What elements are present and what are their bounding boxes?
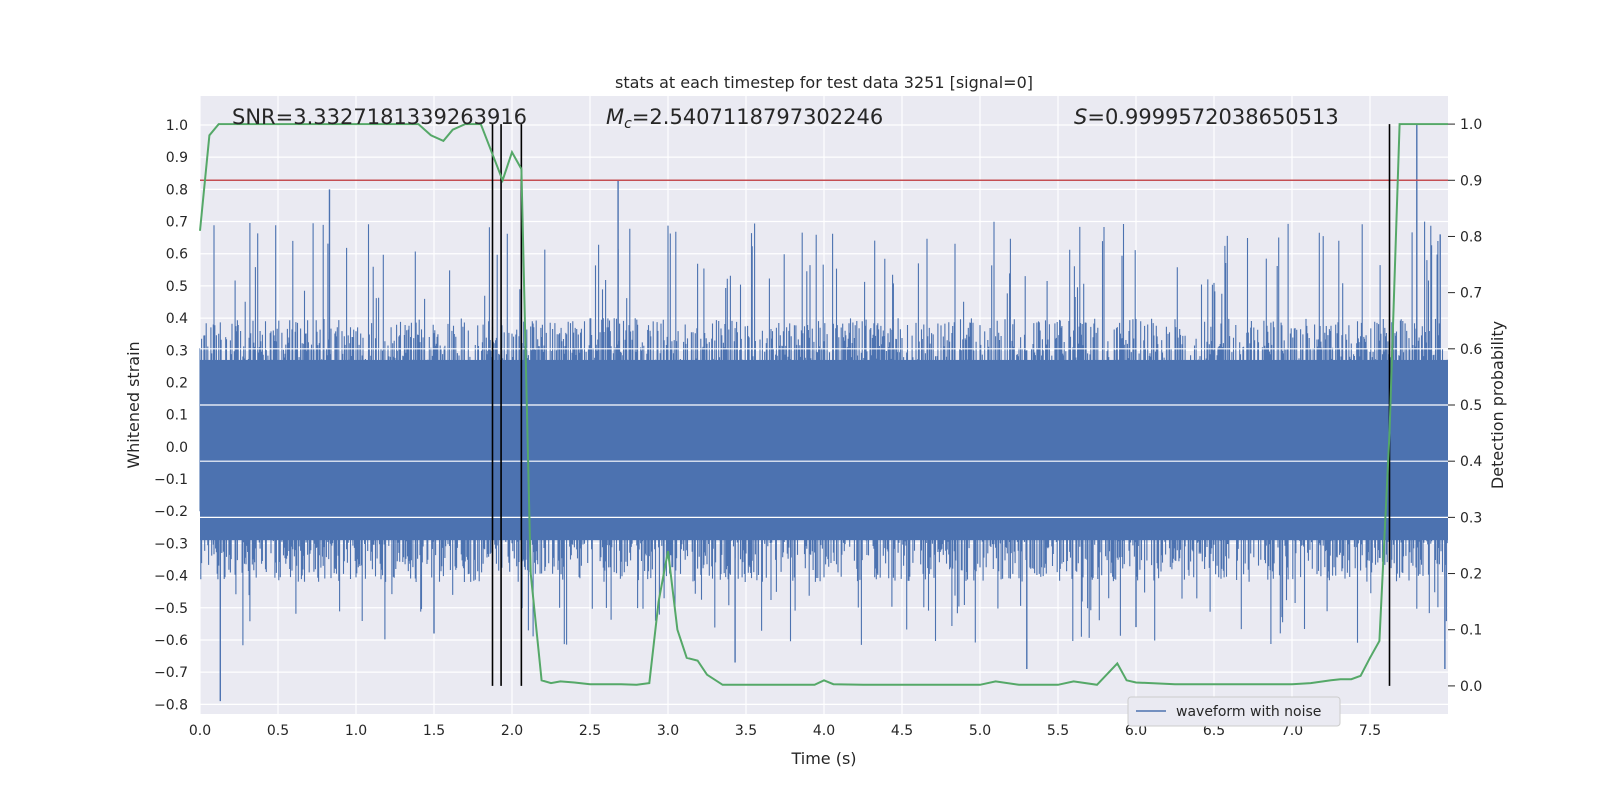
probability-line <box>199 123 1448 686</box>
x-tick-label: 5.5 <box>1047 723 1069 739</box>
s-symbol: S <box>1074 105 1087 129</box>
y-right-tick-label: 0.5 <box>1460 398 1482 414</box>
legend: waveform with noise <box>1127 696 1341 727</box>
y-tick-label: 0.1 <box>166 408 188 424</box>
y-tick-label: −0.4 <box>154 569 188 585</box>
y-tick-label: 0.8 <box>166 182 188 198</box>
overlay <box>200 124 1448 686</box>
x-tick-label: 5.0 <box>969 723 991 739</box>
y-axis-label-right: Detection probability <box>1488 321 1507 489</box>
x-tick-label: 2.0 <box>501 723 523 739</box>
x-tick-label: 3.5 <box>735 723 757 739</box>
y-right-tick-label: 0.9 <box>1460 173 1482 189</box>
y-right-tick-label: 0.4 <box>1460 454 1482 470</box>
s-annotation: S=0.9999572038650513 <box>1074 105 1339 129</box>
y-tick-label: 0.0 <box>166 440 188 456</box>
y-tick-label: −0.7 <box>154 665 188 681</box>
y-tick-label: 0.7 <box>166 215 188 231</box>
x-tick-label: 6.5 <box>1203 723 1225 739</box>
y-right-tick-label: 0.6 <box>1460 342 1482 358</box>
legend-box <box>1127 696 1341 727</box>
y-tick-label: 0.4 <box>166 311 188 327</box>
y-tick-label: −0.5 <box>154 601 188 617</box>
legend-label: waveform with noise <box>1176 704 1321 720</box>
x-tick-label: 4.5 <box>891 723 913 739</box>
y-tick-label: 0.3 <box>166 343 188 359</box>
y-tick-label: −0.3 <box>154 536 188 552</box>
y-right-tick-label: 0.8 <box>1460 229 1482 245</box>
y-right-tick-label: 0.7 <box>1460 286 1482 302</box>
y-right-tick-label: 0.2 <box>1460 567 1482 583</box>
x-tick-label: 1.5 <box>423 723 445 739</box>
s-value: =0.9999572038650513 <box>1087 105 1338 129</box>
mc-subscript: c <box>624 116 632 132</box>
y-tick-label: −0.8 <box>154 697 188 713</box>
y-tick-label: −0.1 <box>154 472 188 488</box>
y-tick-label: −0.2 <box>154 504 188 520</box>
y-tick-label: −0.6 <box>154 633 188 649</box>
waveform-band <box>200 359 1448 541</box>
snr-annotation: SNR=3.3327181339263916 <box>232 105 527 129</box>
x-tick-label: 0.5 <box>267 723 289 739</box>
x-axis-label: Time (s) <box>790 749 856 768</box>
y-tick-label: 0.6 <box>166 247 188 263</box>
probability-series <box>199 123 1448 686</box>
y-tick-label: 0.5 <box>166 279 188 295</box>
x-tick-label: 2.5 <box>579 723 601 739</box>
x-tick-label: 0.0 <box>189 723 211 739</box>
y-right-tick-label: 0.1 <box>1460 623 1482 639</box>
x-tick-label: 6.0 <box>1125 723 1147 739</box>
y-ticks-right: 1.0 0.9 0.8 0.7 0.6 0.5 0.4 0.3 0.2 0.1 0.0 <box>1448 117 1482 695</box>
y-tick-label: 0.9 <box>166 150 188 166</box>
x-tick-label: 7.0 <box>1281 723 1303 739</box>
x-tick-label: 1.0 <box>345 723 367 739</box>
y-tick-label: 1.0 <box>166 118 188 134</box>
x-ticks: 0.0 0.5 1.0 1.5 2.0 2.5 3.0 3.5 4.0 4.5 5.0 5.5 6.0 6… <box>189 723 1381 739</box>
waveform-series <box>199 124 1448 702</box>
x-tick-label: 4.0 <box>813 723 835 739</box>
x-tick-label: 3.0 <box>657 723 679 739</box>
y-axis-label: Whitened strain <box>124 341 143 468</box>
mc-symbol: M <box>606 105 624 129</box>
x-tick-label: 7.5 <box>1359 723 1381 739</box>
y-right-tick-label: 1.0 <box>1460 117 1482 133</box>
chart-title: stats at each timestep for test data 325… <box>615 73 1033 92</box>
y-right-tick-label: 0.0 <box>1460 679 1482 695</box>
y-tick-label: 0.2 <box>166 375 188 391</box>
chirp-mass-annotation: Mc=2.5407118797302246 <box>606 105 883 132</box>
y-right-tick-label: 0.3 <box>1460 510 1482 526</box>
mc-value: =2.5407118797302246 <box>632 105 883 129</box>
y-ticks: 1.0 0.9 0.8 0.7 0.6 0.5 0.4 0.3 0.2 0.1 0.0 −0.1 −0.… <box>154 118 188 713</box>
